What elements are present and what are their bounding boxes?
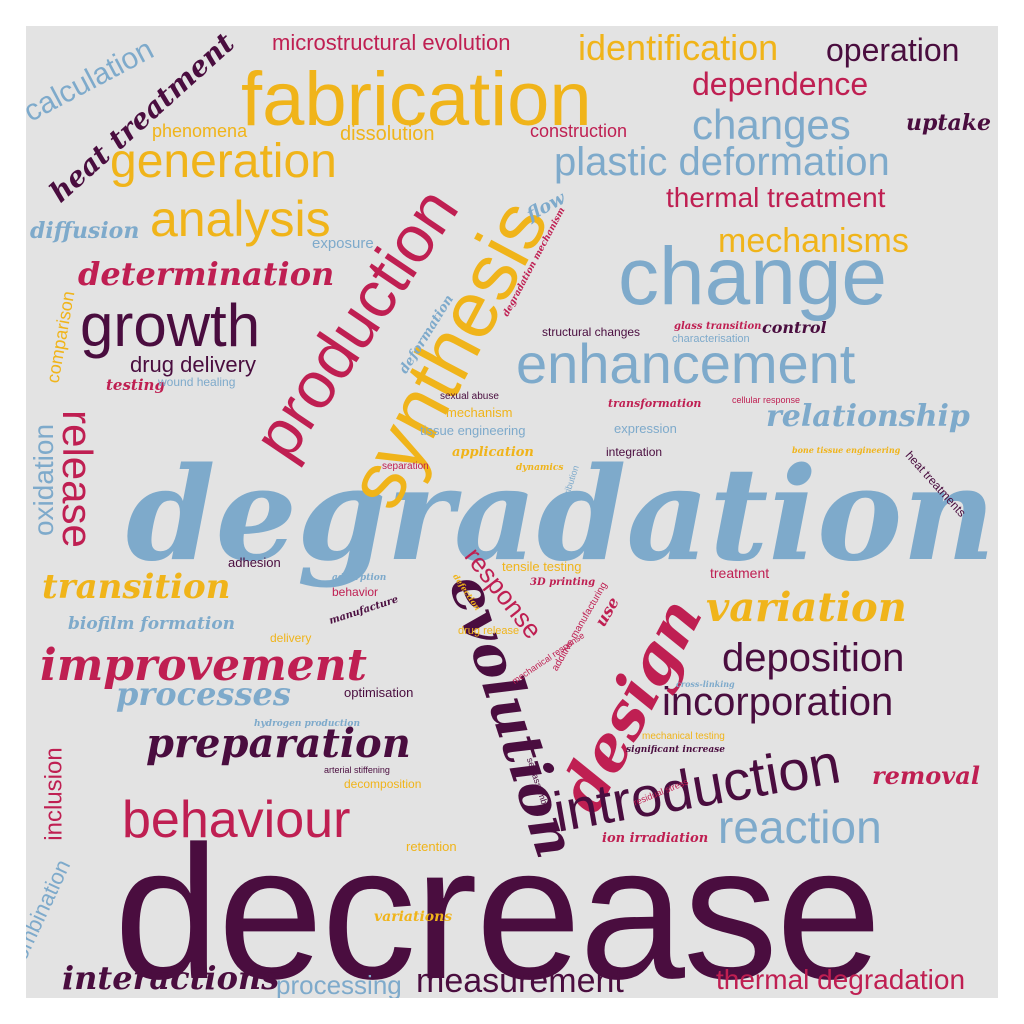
word-mechanism: mechanism	[446, 405, 513, 420]
word-changes: changes	[692, 101, 851, 148]
word-exposure: exposure	[312, 235, 374, 252]
word-additive-manufacturing: additive manufacturing	[549, 580, 610, 674]
word-optimisation: optimisation	[344, 685, 414, 700]
word-transformation: transformation	[608, 397, 702, 410]
word-deposition: deposition	[722, 636, 905, 680]
word-construction: construction	[530, 121, 628, 141]
word-determination: determination	[78, 255, 335, 293]
word-manufacture: manufacture	[327, 594, 400, 627]
word-cloud: decrease degradation evolution synthesis…	[26, 26, 998, 998]
word-dependence: dependence	[692, 66, 869, 102]
word-dynamics: dynamics	[516, 463, 564, 473]
word-separation: separation	[382, 461, 429, 472]
word-degradation: degradation	[126, 440, 996, 590]
word-3d-printing: 3D printing	[530, 577, 596, 588]
word-treatment: treatment	[710, 565, 770, 581]
word-adhesion: adhesion	[228, 555, 281, 570]
word-delivery: delivery	[270, 631, 312, 645]
word-processes: processes	[116, 675, 291, 713]
word-significant-increase: significant increase	[626, 745, 725, 755]
word-decomposition: decomposition	[344, 777, 422, 791]
word-processing: processing	[276, 970, 402, 998]
word-phenomena: phenomena	[152, 121, 248, 141]
word-retention: retention	[406, 839, 457, 854]
word-oxidation: oxidation	[28, 423, 60, 537]
word-mechanisms: mechanisms	[718, 222, 909, 260]
word-characterisation: characterisation	[672, 333, 750, 345]
word-release: release	[53, 410, 101, 548]
word-comparison: comparison	[42, 289, 79, 385]
word-expression: expression	[614, 421, 677, 436]
word-behavior: behavior	[332, 585, 379, 599]
word-adsorption: adsorption	[332, 573, 387, 583]
word-cross-linking: cross-linking	[676, 679, 735, 689]
word-drug-delivery: drug delivery	[130, 352, 256, 377]
word-sexual-abuse: sexual abuse	[440, 391, 499, 402]
word-variations: variations	[374, 909, 453, 925]
word-identification: identification	[578, 27, 779, 68]
word-biofilm-formation: biofilm formation	[68, 614, 236, 634]
word-thermal-degradation: thermal degradation	[716, 964, 966, 995]
word-analysis: analysis	[150, 191, 331, 247]
word-variation: variation	[706, 584, 907, 631]
word-mechanical-testing: mechanical testing	[642, 731, 725, 742]
word-microstructural-evolution: microstructural evolution	[272, 30, 511, 55]
word-removal: removal	[872, 761, 980, 790]
word-fabrication: fabrication	[241, 57, 592, 142]
word-behaviour: behaviour	[122, 791, 351, 849]
word-hydrogen-production: hydrogen production	[254, 719, 360, 729]
word-combination: combination	[26, 855, 76, 974]
word-measurement: measurement	[416, 962, 624, 998]
word-uptake: uptake	[906, 110, 992, 136]
word-diffusion: diffusion	[30, 218, 140, 244]
word-transition: transition	[42, 567, 231, 607]
word-ion-irradiation: ion irradiation	[602, 831, 709, 846]
word-growth: growth	[80, 292, 261, 359]
word-glass-transition: glass transition	[674, 321, 762, 332]
word-interactions: interactions	[62, 959, 280, 997]
word-dissolution: dissolution	[340, 123, 435, 145]
word-arterial-stiffening: arterial stiffening	[324, 765, 390, 775]
word-tissue-engineering: tissue engineering	[420, 423, 526, 438]
word-change: change	[618, 231, 888, 322]
word-preparation: preparation	[146, 720, 411, 767]
word-wound-healing: wound healing	[158, 375, 236, 389]
word-incorporation: incorporation	[662, 680, 894, 724]
word-improvement: improvement	[40, 640, 367, 691]
word-cellular-response: cellular response	[732, 395, 801, 405]
word-enhancement: enhancement	[516, 332, 856, 395]
word-operation: operation	[826, 32, 960, 68]
word-application: application	[452, 445, 534, 460]
word-integration: integration	[606, 445, 663, 459]
word-inclusion: inclusion	[40, 747, 68, 841]
word-bone-tissue-engineering: bone tissue engineering	[792, 445, 901, 455]
word-generation: generation	[110, 135, 337, 188]
word-drug-release: drug release	[458, 625, 520, 637]
word-relationship: relationship	[766, 399, 970, 434]
word-control: control	[762, 318, 827, 337]
word-testing: testing	[106, 376, 165, 394]
word-thermal-treatment: thermal treatment	[666, 182, 886, 213]
word-decrease: decrease	[114, 807, 882, 998]
word-structural-changes: structural changes	[542, 325, 641, 339]
word-reaction: reaction	[718, 801, 882, 853]
word-plastic-deformation: plastic deformation	[554, 140, 890, 184]
word-tensile-testing: tensile testing	[502, 559, 582, 574]
